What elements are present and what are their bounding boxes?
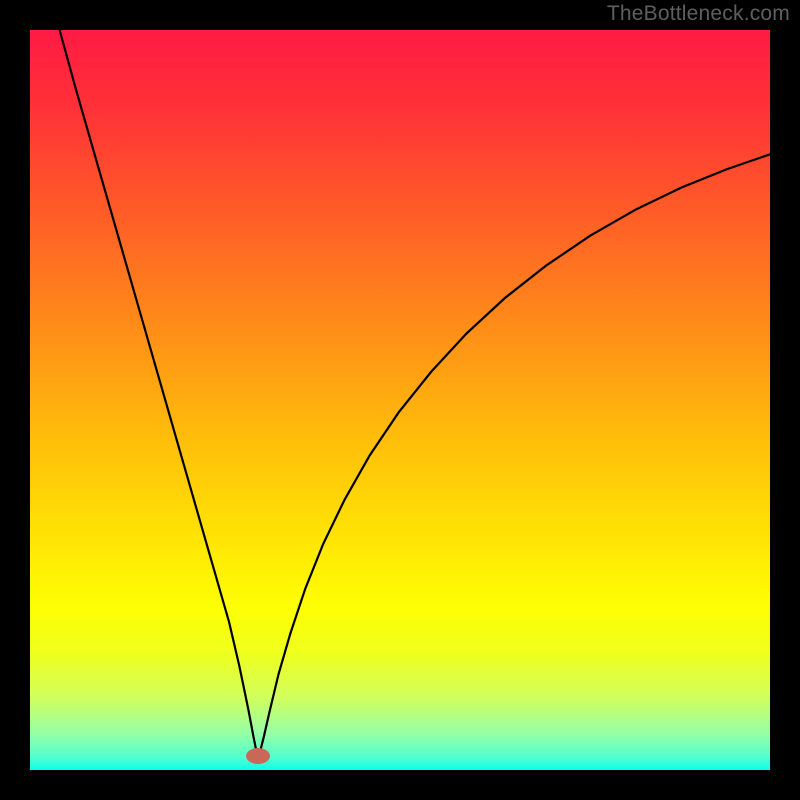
minimum-marker bbox=[246, 748, 270, 764]
bottleneck-curve bbox=[30, 30, 770, 770]
curve-right-branch bbox=[258, 154, 770, 759]
plot-area bbox=[30, 30, 770, 770]
chart-canvas: TheBottleneck.com bbox=[0, 0, 800, 800]
attribution-text: TheBottleneck.com bbox=[607, 2, 790, 26]
curve-left-branch bbox=[60, 30, 258, 759]
